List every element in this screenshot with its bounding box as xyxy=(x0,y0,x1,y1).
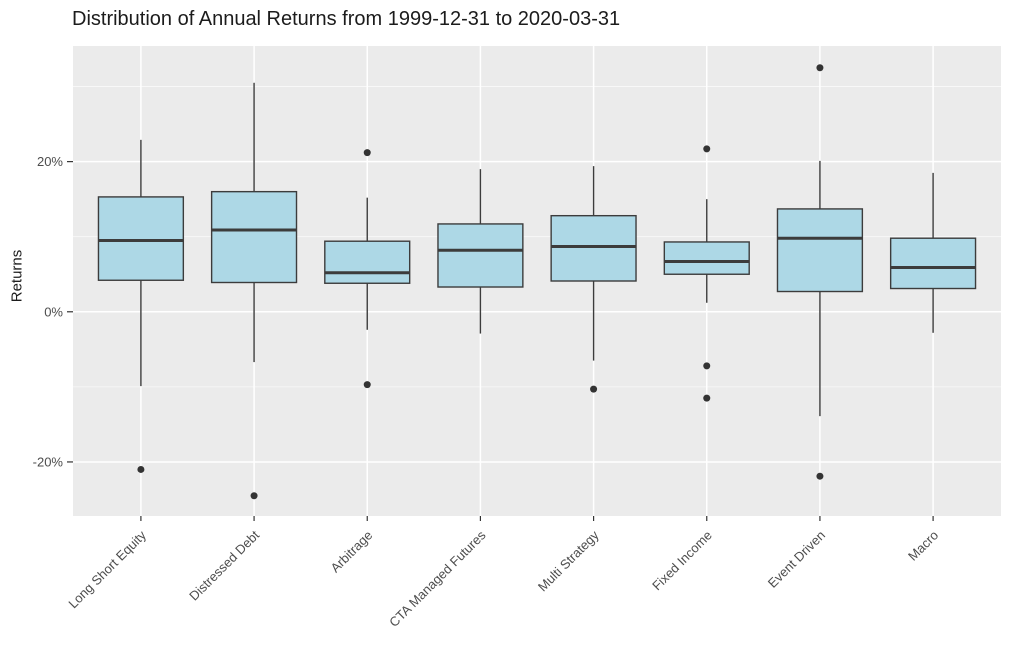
x-tick-label-arbitrage: Arbitrage xyxy=(327,528,375,576)
y-tick-label: 20% xyxy=(37,154,63,169)
x-tick-label-distressed-debt: Distressed Debt xyxy=(186,527,262,603)
x-tick-label-long-short-equity: Long Short Equity xyxy=(65,527,149,611)
box-macro xyxy=(889,237,977,290)
box-distressed-debt xyxy=(210,190,298,284)
x-tick-label-cta-managed-futures: CTA Managed Futures xyxy=(386,527,489,630)
outlier-point-arbitrage xyxy=(363,149,371,157)
x-tick-label-event-driven: Event Driven xyxy=(765,528,828,591)
box-long-short-equity xyxy=(97,196,185,281)
chart-title: Distribution of Annual Returns from 1999… xyxy=(72,8,621,30)
outlier-point-arbitrage xyxy=(363,381,371,389)
box-fixed-income xyxy=(663,241,750,275)
outlier-point-fixed-income xyxy=(703,362,711,370)
box-event-driven xyxy=(776,208,864,293)
x-tick-label-multi-strategy: Multi Strategy xyxy=(535,527,602,594)
outlier-point-long-short-equity xyxy=(137,465,145,473)
outlier-point-event-driven xyxy=(816,472,824,480)
y-tick-label: -20% xyxy=(33,454,64,469)
outlier-point-distressed-debt xyxy=(250,492,258,500)
outlier-point-fixed-income xyxy=(703,394,711,402)
outlier-point-fixed-income xyxy=(703,145,711,153)
y-tick-label: 0% xyxy=(44,304,63,319)
outlier-point-multi-strategy xyxy=(590,385,598,393)
x-tick-label-fixed-income: Fixed Income xyxy=(649,528,715,594)
outlier-point-event-driven xyxy=(816,64,824,72)
box-multi-strategy xyxy=(550,214,637,282)
box-cta-managed-futures xyxy=(437,223,524,288)
x-tick-label-macro: Macro xyxy=(905,528,941,564)
box-arbitrage xyxy=(324,240,411,284)
